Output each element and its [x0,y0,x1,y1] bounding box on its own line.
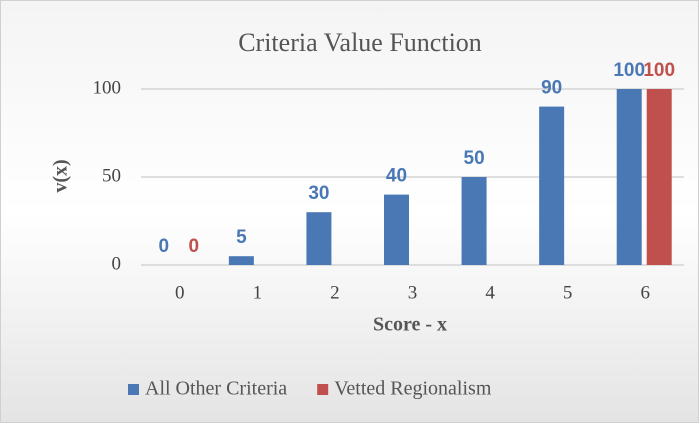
data-label: 100 [643,60,675,81]
x-axis-label: Score - x [373,314,447,336]
data-label: 0 [158,236,169,257]
y-tick-label: 0 [112,253,122,274]
data-label: 5 [236,227,247,248]
x-tick-label: 2 [330,282,340,303]
x-tick-label: 0 [175,282,185,303]
chart-title: Criteria Value Function [238,28,482,57]
bar [646,89,672,265]
data-label: 50 [464,148,485,169]
bar [616,89,642,265]
data-label: 90 [541,78,562,99]
legend-swatch [317,384,329,395]
bar [228,256,254,265]
legend-label: Vetted Regionalism [334,378,492,400]
x-tick-label: 1 [253,282,263,303]
x-tick-label: 3 [408,282,418,303]
legend-label: All Other Criteria [145,378,287,400]
bar [384,194,409,265]
data-label: 40 [386,166,407,187]
y-tick-label: 50 [102,165,121,186]
bar [461,177,487,265]
x-tick-label: 5 [563,282,573,303]
x-tick-label: 6 [640,282,650,303]
legend-swatch [128,384,139,395]
data-label: 0 [188,236,199,257]
y-axis-label: v(x) [50,159,72,192]
bar [306,212,332,265]
y-tick-label: 100 [93,77,122,98]
data-label: 100 [613,60,645,81]
x-tick-label: 4 [485,282,495,303]
bar [539,106,565,265]
data-label: 30 [308,183,329,204]
